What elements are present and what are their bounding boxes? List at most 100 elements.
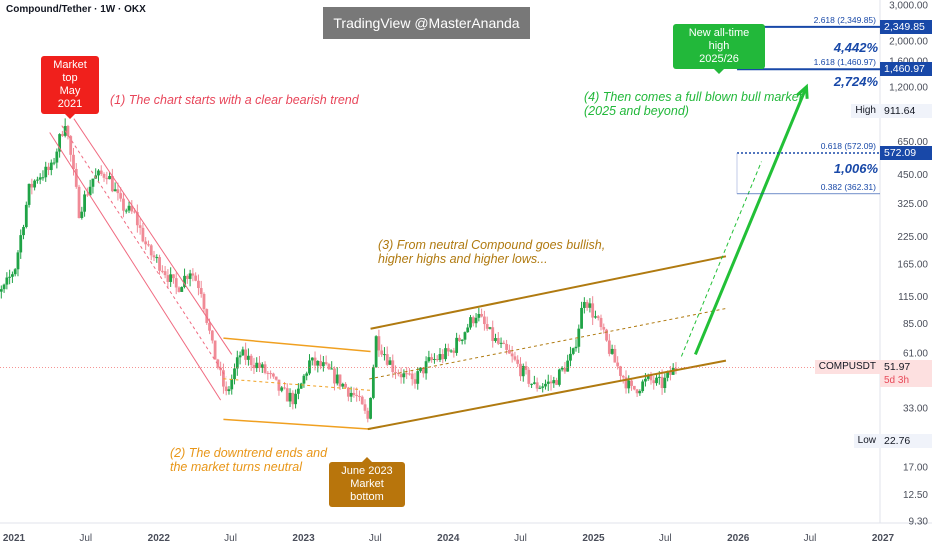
candle-body	[669, 371, 672, 375]
candle-body	[466, 327, 470, 333]
x-tick-label: 2022	[148, 533, 171, 544]
candle-body	[27, 183, 31, 205]
bearish-channel-lower	[49, 132, 222, 401]
candle-body	[19, 235, 23, 253]
candle-body	[160, 270, 164, 272]
candle-body	[288, 392, 292, 402]
market-top-badge: Market top May 2021	[41, 56, 99, 119]
candle-body	[388, 360, 392, 365]
step2-line1: (2) The downtrend ends and	[170, 446, 328, 460]
candle-body	[2, 284, 6, 290]
x-tick-label: 2027	[872, 533, 895, 544]
x-tick-label: Jul	[369, 533, 382, 544]
candle-body	[463, 332, 467, 340]
candle-body	[660, 376, 664, 389]
candle-body	[441, 354, 445, 360]
candle-body	[91, 178, 95, 187]
candle-body	[283, 387, 286, 389]
price-tag-prefix: High	[851, 104, 880, 119]
candle-body	[335, 374, 339, 384]
candle-body	[366, 410, 370, 419]
step4-annotation: (4) Then comes a full blown bull market …	[584, 90, 802, 118]
candle-body	[333, 368, 336, 384]
candle-body	[649, 375, 653, 381]
candle-body	[549, 381, 553, 384]
projection-dashed-line	[680, 161, 762, 357]
candle-body	[652, 380, 656, 384]
candle-body	[83, 194, 86, 212]
candle-body	[116, 189, 120, 194]
candle-body	[577, 328, 581, 347]
x-tick-label: 2023	[292, 533, 315, 544]
candle-body	[419, 367, 422, 372]
candle-body	[85, 194, 89, 196]
candle-body	[610, 348, 614, 354]
candle-body	[313, 357, 317, 366]
candle-body	[166, 275, 170, 282]
candle-body	[47, 166, 50, 171]
candle-body	[491, 327, 495, 341]
candle-body	[627, 380, 631, 389]
candle-body	[391, 360, 395, 373]
x-tick-label: 2024	[437, 533, 460, 544]
candle-body	[363, 404, 367, 411]
y-tick-label: 2,000.00	[889, 37, 928, 48]
candle-body	[619, 366, 622, 376]
candle-body	[255, 362, 259, 369]
y-axis: 3,000.002,000.001,600.001,200.00900.0065…	[889, 1, 928, 528]
candle-body	[191, 273, 195, 276]
x-tick-label: 2026	[727, 533, 750, 544]
candle-body	[5, 277, 9, 285]
candle-body	[252, 364, 256, 369]
candle-body	[374, 336, 378, 368]
candle-body	[482, 316, 486, 325]
candle-body	[174, 278, 178, 288]
trend-overlays	[0, 25, 880, 431]
candle-body	[147, 244, 150, 246]
candle-body	[105, 177, 109, 180]
candle-body	[632, 385, 636, 390]
candle-body	[141, 227, 145, 242]
candle-body	[433, 359, 436, 361]
candle-body	[613, 348, 617, 363]
y-tick-label: 165.00	[897, 260, 928, 271]
candle-body	[60, 134, 64, 136]
y-tick-label: 115.00	[898, 292, 928, 303]
candle-body	[277, 379, 281, 391]
neutral-range-top	[223, 337, 371, 353]
projection-arrow-head	[796, 83, 809, 99]
candle-body	[377, 336, 381, 351]
candle-body	[541, 386, 545, 388]
price-tag-countdown: 5d 3h	[880, 374, 932, 388]
candle-body	[183, 275, 186, 287]
x-tick-label: Jul	[224, 533, 237, 544]
neutral-range-bottom	[223, 418, 371, 430]
candle-body	[299, 383, 303, 389]
market-top-line2: May 2021	[57, 85, 83, 110]
candle-body	[344, 383, 347, 388]
candle-body	[674, 367, 678, 371]
candle-body	[507, 349, 511, 354]
candle-body	[227, 389, 231, 392]
candle-body	[69, 136, 73, 155]
candle-body	[269, 373, 273, 375]
candle-body	[202, 294, 206, 310]
candle-body	[496, 338, 500, 344]
candle-body	[588, 303, 592, 308]
candle-body	[488, 327, 492, 329]
candle-body	[88, 186, 92, 196]
candle-body	[396, 373, 400, 375]
symbol-title: Compound/Tether · 1W · OKX	[6, 4, 146, 15]
price-tag-prefix: Low	[853, 434, 880, 449]
candle-body	[177, 287, 181, 292]
candle-body	[516, 359, 520, 364]
candle-body	[0, 289, 3, 292]
candle-body	[205, 309, 209, 323]
price-tag: 2,349.85	[880, 19, 932, 34]
candle-body	[155, 257, 159, 259]
candle-body	[510, 353, 514, 357]
candle-body	[621, 375, 625, 378]
candle-body	[355, 394, 359, 397]
